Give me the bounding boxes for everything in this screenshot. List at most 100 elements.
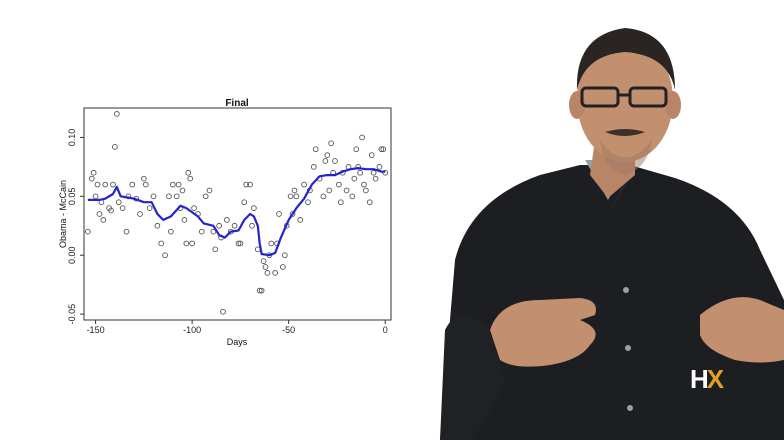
plot-frame — [83, 107, 392, 321]
data-point — [100, 217, 107, 223]
data-point — [297, 217, 304, 223]
presenter-right-hand — [700, 297, 784, 363]
data-point — [181, 217, 188, 223]
data-point — [92, 193, 99, 200]
data-point — [328, 140, 334, 147]
data-point — [158, 240, 165, 247]
presenter-left-hand — [490, 298, 596, 367]
data-point — [336, 181, 342, 188]
data-point — [185, 169, 192, 176]
data-point — [202, 193, 209, 200]
data-point — [281, 252, 288, 259]
y-tick-label: 0.00 — [67, 246, 77, 264]
data-point — [258, 287, 265, 294]
data-point — [366, 199, 373, 206]
presenter-face — [577, 38, 673, 162]
data-point — [293, 193, 300, 200]
data-point — [119, 205, 126, 211]
y-tick-label: 0.05 — [67, 188, 77, 206]
data-point — [289, 211, 296, 217]
data-point — [216, 222, 223, 229]
data-point — [287, 193, 294, 200]
data-point — [150, 193, 157, 200]
data-point — [108, 207, 114, 214]
data-point — [305, 199, 311, 206]
data-point — [322, 158, 329, 164]
data-point — [268, 240, 275, 247]
data-point — [324, 152, 331, 158]
presenter-glasses — [580, 86, 620, 108]
y-axis-ticks: -0.05 0.00 0.05 0.10 — [67, 129, 84, 324]
data-point — [142, 181, 149, 188]
data-point — [249, 222, 255, 229]
data-point — [235, 240, 242, 247]
data-point — [353, 146, 360, 153]
y-tick-label: 0.10 — [67, 129, 77, 147]
data-point — [357, 169, 363, 176]
data-point — [332, 158, 338, 164]
data-point — [312, 146, 319, 153]
data-points — [85, 111, 389, 315]
x-tick-label: -50 — [282, 325, 295, 335]
data-point — [224, 217, 230, 223]
data-point — [175, 181, 182, 188]
data-point — [351, 175, 358, 182]
data-point — [320, 193, 327, 200]
data-point — [361, 181, 367, 188]
x-tick-label: 0 — [383, 325, 388, 335]
data-point — [129, 181, 136, 188]
x-axis-label: Days — [227, 337, 248, 347]
data-point — [237, 240, 244, 247]
data-point — [169, 181, 176, 188]
data-point — [112, 144, 118, 150]
data-point — [146, 205, 153, 211]
x-tick-label: -150 — [87, 325, 105, 335]
data-point — [166, 193, 172, 200]
data-point — [247, 181, 253, 188]
presenter-hair — [576, 28, 675, 90]
data-point — [326, 187, 333, 194]
logo-letter-h: H — [690, 364, 709, 394]
data-point — [368, 152, 375, 158]
data-point — [380, 146, 387, 153]
data-point — [168, 228, 174, 235]
data-point — [115, 199, 122, 206]
data-point — [198, 228, 205, 235]
data-point — [113, 111, 120, 117]
data-point — [88, 175, 95, 182]
data-point — [260, 258, 267, 264]
data-point — [280, 264, 286, 270]
data-point — [359, 134, 365, 141]
data-point — [220, 308, 226, 315]
data-point — [102, 181, 109, 188]
data-point — [372, 175, 379, 182]
data-point — [243, 181, 250, 188]
data-point — [162, 252, 168, 259]
data-point — [96, 211, 103, 217]
data-point — [110, 181, 116, 188]
data-point — [90, 169, 97, 176]
data-point — [231, 222, 238, 229]
logo-letter-x: X — [706, 364, 724, 394]
data-point — [137, 211, 143, 217]
y-axis-label: Obama - McCain — [58, 180, 68, 248]
data-point — [179, 187, 186, 194]
data-point — [206, 187, 213, 194]
data-point — [256, 287, 263, 294]
data-point — [262, 264, 269, 270]
data-point — [310, 164, 317, 170]
data-point — [370, 169, 377, 176]
data-point — [212, 246, 219, 253]
data-point — [291, 187, 298, 194]
data-point — [183, 240, 190, 247]
data-point — [154, 222, 161, 229]
data-point — [141, 175, 147, 182]
data-point — [378, 146, 385, 153]
data-point — [85, 228, 91, 235]
data-point — [189, 240, 195, 247]
smooth-trend-line — [87, 167, 386, 257]
presenter-figure — [440, 28, 784, 440]
data-point — [241, 199, 248, 206]
data-point — [382, 169, 389, 176]
hx-logo: HX — [690, 364, 724, 394]
